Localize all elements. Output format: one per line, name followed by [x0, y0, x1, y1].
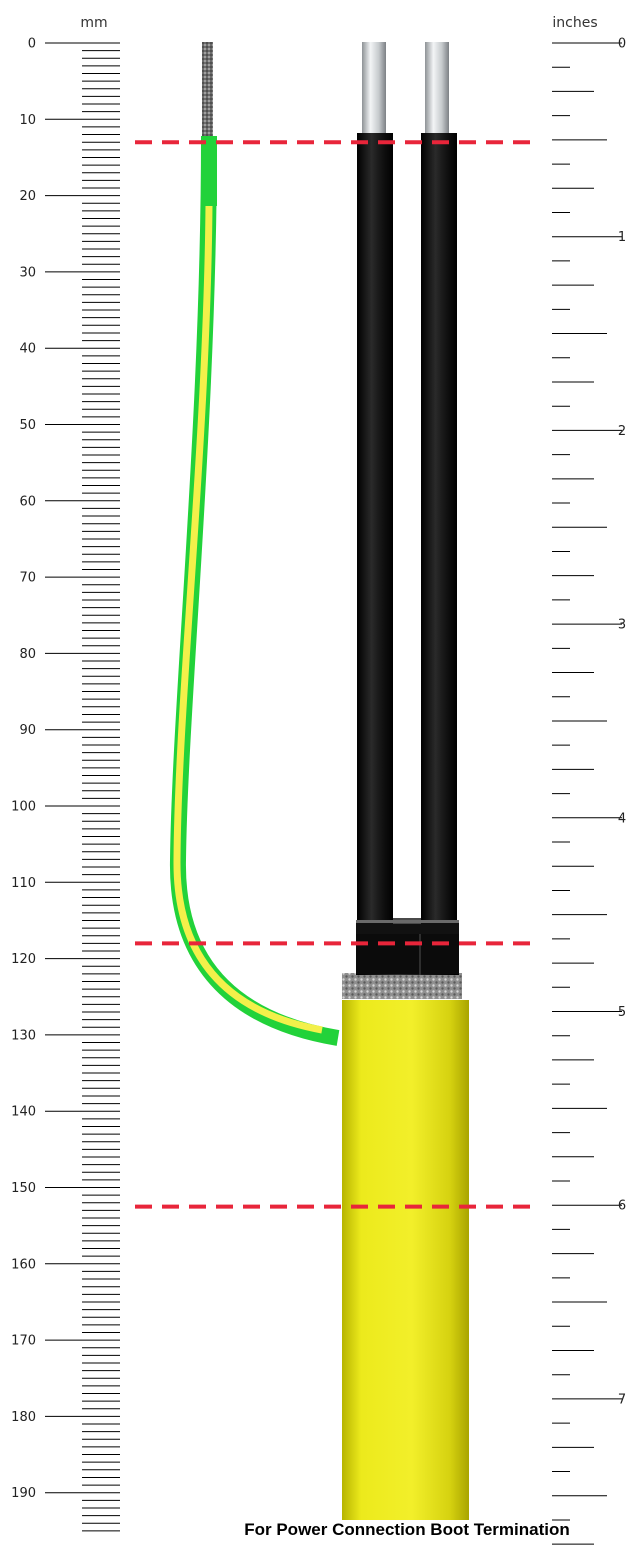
- mm-tick-label: 160: [11, 1257, 36, 1272]
- inch-tick-label: 5: [618, 1005, 626, 1020]
- inch-tick-label: 1: [618, 230, 626, 245]
- inch-ruler-labels: 0 1 2 3 4 5 6 7: [618, 37, 626, 1408]
- inch-tick-label: 4: [618, 811, 626, 826]
- screen-braid: [342, 973, 462, 999]
- inch-tick-label: 2: [618, 424, 626, 439]
- mm-tick-label: 40: [19, 342, 36, 357]
- core-insulation-left: [357, 133, 393, 923]
- mm-tick-label: 30: [19, 265, 36, 280]
- earth-bare-braid: [202, 42, 213, 138]
- inch-tick-label: 3: [618, 618, 626, 633]
- earth-conductor-green: [169, 137, 340, 1046]
- mm-tick-label: 190: [11, 1486, 36, 1501]
- bare-conductor-left: [362, 42, 386, 134]
- inch-tick-label: 6: [618, 1199, 626, 1214]
- mm-tick-label: 10: [19, 113, 36, 128]
- mm-tick-label: 80: [19, 647, 36, 662]
- mm-tick-label: 170: [11, 1334, 36, 1349]
- inner-jacket-upper: [356, 920, 459, 934]
- inch-ruler: [552, 42, 622, 1545]
- mm-tick-label: 70: [19, 571, 36, 586]
- diagram-caption: For Power Connection Boot Termination: [0, 1510, 634, 1550]
- mm-unit-label: mm: [80, 15, 107, 31]
- strip-marks: [135, 140, 540, 1209]
- inner-jacket-top: [356, 920, 459, 923]
- mm-tick-label: 150: [11, 1181, 36, 1196]
- inch-tick-label: 0: [618, 37, 626, 52]
- core-insulation-right: [421, 133, 457, 923]
- mm-tick-label: 90: [19, 723, 36, 738]
- mm-tick-label: 110: [11, 876, 36, 891]
- mm-tick-label: 140: [11, 1105, 36, 1120]
- mm-ruler: [45, 42, 120, 1532]
- mm-tick-label: 100: [11, 800, 36, 815]
- inch-tick-label: 7: [618, 1392, 626, 1407]
- mm-tick-label: 60: [19, 494, 36, 509]
- mm-ruler-labels: 0 10 20 30 40 50 60 70 80 90 100 110 120 130 140 150 160…: [11, 37, 36, 1502]
- earth-conductor-yellow: [173, 204, 323, 1034]
- outer-sheath: [342, 1000, 469, 1520]
- mm-tick-label: 130: [11, 1028, 36, 1043]
- caption-text: For Power Connection Boot Termination: [244, 1520, 570, 1539]
- bare-conductor-right: [425, 42, 449, 134]
- mm-tick-label: 0: [28, 37, 36, 52]
- mm-tick-label: 50: [19, 418, 36, 433]
- mm-tick-label: 20: [19, 189, 36, 204]
- inner-jacket-lower: [356, 932, 459, 974]
- earth-conductor-top-green: [201, 136, 217, 206]
- mm-tick-label: 120: [11, 952, 36, 967]
- inch-unit-label: inches: [552, 15, 597, 31]
- mm-tick-label: 180: [11, 1410, 36, 1425]
